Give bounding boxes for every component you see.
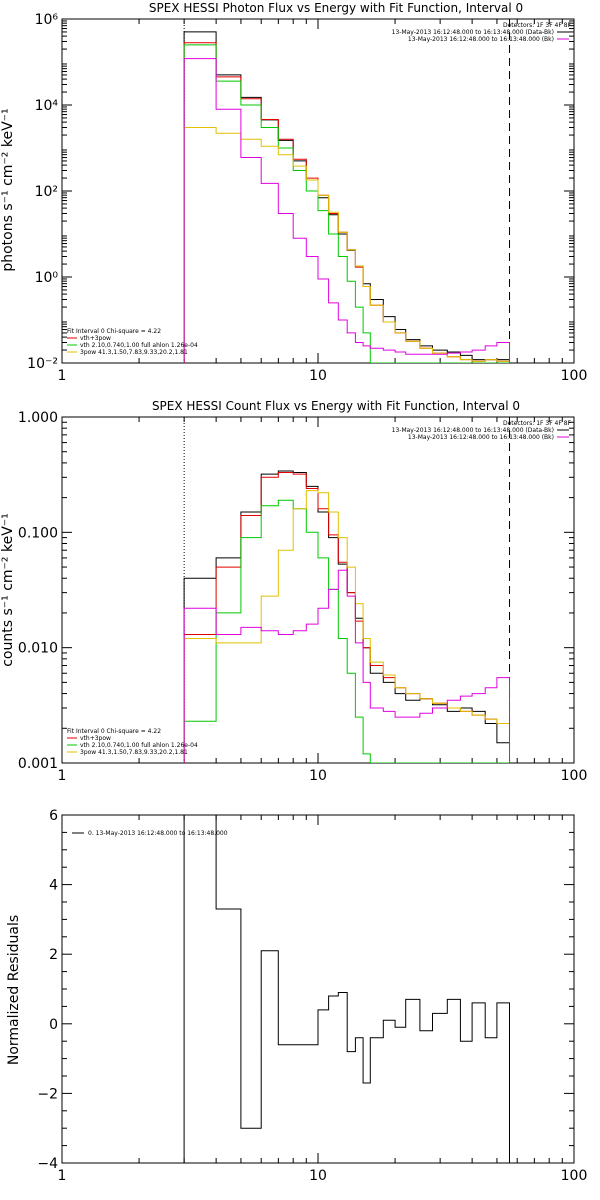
y-tick-label: 10⁴ [35,98,59,114]
legend-detectors: Detectors: 1F 3F 4F 8F [503,420,572,427]
legend-label: 13-May-2013 16:12:48.000 to 16:13:48.000… [408,36,554,43]
y-axis-label: Normalized Residuals [6,915,22,1065]
plot-frame [61,18,575,364]
x-tick-label: 1 [58,368,67,384]
x-tick-label: 100 [561,768,588,784]
y-tick-label: 6 [49,808,58,824]
y-tick-label: 0.001 [18,756,58,772]
series-vth+3pow [183,472,510,763]
y-axis-label: counts s⁻¹ cm⁻² keV⁻¹ [0,513,16,667]
y-tick-label: 10² [35,184,58,200]
series-3pow [183,490,510,763]
legend-label: 0. 13-May-2013 16:12:48.000 to 16:13:48.… [88,830,228,837]
series-background [183,569,510,763]
y-tick-label: 2 [49,947,58,963]
y-tick-label: 10⁶ [35,12,59,28]
series-vth+3pow [183,42,510,363]
series-data [183,470,510,763]
fit-legend-label: Fit Interval 0 Chi-square = 4.22 [67,728,161,735]
residuals-chart: Normalized Residuals 1 10 100 −4 −2 0 2 4 6 0. 1… [6,808,587,1184]
count-flux-chart: SPEX HESSI Count Flux vs Energy with Fit… [0,399,587,784]
residuals-series [183,815,510,1163]
fit-legend-label: vth 2.10,0.740,1.00 full ahlon 1.26e-04 [80,742,198,749]
series-vth [183,499,510,763]
x-tick-label: 1 [58,768,67,784]
x-tick-label: 10 [309,368,327,384]
plot-frame [61,814,575,1164]
fit-legend-label: Fit Interval 0 Chi-square = 4.22 [67,328,161,335]
legend-label: 13-May-2013 16:12:48.000 to 16:13:48.000… [392,427,554,434]
x-tick-label: 1 [58,1168,67,1184]
chart-title: SPEX HESSI Photon Flux vs Energy with Fi… [149,1,523,15]
y-axis-label: photons s⁻¹ cm⁻² keV⁻¹ [0,108,16,271]
x-tick-label: 100 [561,1168,588,1184]
fit-legend-label: vth 2.10,0.740,1.00 full ahlon 1.26e-04 [80,342,198,349]
series-vth [183,44,510,363]
y-tick-label: 4 [49,878,58,894]
y-tick-label: 0.100 [18,525,58,541]
legend-detectors: Detectors: 1F 3F 4F 8F [503,22,572,29]
legend-label: 13-May-2013 16:12:48.000 to 16:13:48.000… [392,29,554,36]
x-tick-label: 10 [309,1168,327,1184]
x-tick-label: 100 [561,368,588,384]
y-tick-label: 0.010 [18,641,58,657]
plot-frame [61,416,575,764]
y-tick-label: −4 [37,1156,58,1172]
series-3pow [183,127,510,363]
y-tick-label: 1.000 [18,410,58,426]
legend-label: 13-May-2013 16:12:48.000 to 16:13:48.000… [408,434,554,441]
fit-legend-label: 3pow 41.3,1.50,7.83,9.33,20.2,1.81 [80,349,188,356]
y-tick-label: 10⁰ [35,270,59,286]
series-background [183,58,510,363]
x-tick-label: 10 [309,768,327,784]
y-tick-label: −2 [37,1086,58,1102]
y-tick-label: 0 [49,1017,58,1033]
fit-legend-label: 3pow 41.3,1.50,7.83,9.33,20.2,1.81 [80,749,188,756]
photon-flux-chart: SPEX HESSI Photon Flux vs Energy with Fi… [0,1,587,384]
fit-legend-label: vth+3pow [80,735,111,742]
chart-title: SPEX HESSI Count Flux vs Energy with Fit… [152,399,520,413]
y-tick-label: 10⁻² [27,356,58,372]
fit-legend-label: vth+3pow [80,335,111,342]
